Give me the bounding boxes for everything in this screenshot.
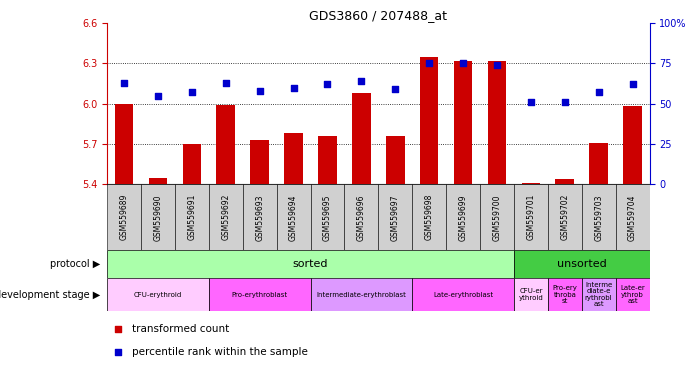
Text: GSM559694: GSM559694 [289, 194, 298, 241]
Point [457, 60, 468, 66]
Bar [216, 105, 235, 184]
Bar [514, 278, 548, 311]
Text: GSM559702: GSM559702 [560, 194, 569, 240]
Bar [446, 184, 480, 250]
Bar [454, 61, 473, 184]
Bar [514, 250, 650, 278]
Point [187, 89, 198, 96]
Text: GSM559696: GSM559696 [357, 194, 366, 241]
Text: Pro-ery
throba
st: Pro-ery throba st [552, 285, 577, 304]
Bar [616, 184, 650, 250]
Bar [310, 278, 413, 311]
Bar [149, 178, 167, 184]
Bar [276, 184, 310, 250]
Point [322, 81, 333, 88]
Text: GSM559698: GSM559698 [425, 194, 434, 240]
Bar [616, 278, 650, 311]
Bar [318, 136, 337, 184]
Point [390, 86, 401, 92]
Text: GSM559700: GSM559700 [493, 194, 502, 241]
Text: percentile rank within the sample: percentile rank within the sample [131, 347, 307, 358]
Text: GSM559699: GSM559699 [459, 194, 468, 241]
Text: Late-erythroblast: Late-erythroblast [433, 292, 493, 298]
Text: GSM559689: GSM559689 [120, 194, 129, 240]
Bar [107, 250, 514, 278]
Text: GSM559701: GSM559701 [527, 194, 536, 240]
Point [471, 223, 482, 230]
Text: Intermediate-erythroblast: Intermediate-erythroblast [316, 292, 406, 298]
Bar [420, 57, 439, 184]
Text: sorted: sorted [293, 259, 328, 269]
Bar [352, 93, 370, 184]
Point [593, 89, 604, 96]
Text: GSM559693: GSM559693 [255, 194, 264, 241]
Bar [548, 278, 582, 311]
Bar [175, 184, 209, 250]
Bar [379, 184, 413, 250]
Point [559, 99, 570, 105]
Text: Late-er
ythrob
ast: Late-er ythrob ast [621, 285, 645, 304]
Point [153, 93, 164, 99]
Bar [107, 184, 141, 250]
Bar [209, 184, 243, 250]
Text: CFU-er
ythroid: CFU-er ythroid [518, 288, 543, 301]
Text: GSM559703: GSM559703 [594, 194, 603, 241]
Point [254, 88, 265, 94]
Text: GSM559691: GSM559691 [187, 194, 196, 240]
Text: protocol ▶: protocol ▶ [50, 259, 100, 269]
Text: GSM559692: GSM559692 [221, 194, 230, 240]
Bar [250, 140, 269, 184]
Bar [522, 183, 540, 184]
Point [119, 79, 130, 86]
Text: CFU-erythroid: CFU-erythroid [134, 292, 182, 298]
Point [627, 81, 638, 88]
Bar [488, 61, 507, 184]
Bar [413, 184, 446, 250]
Bar [514, 184, 548, 250]
Bar [284, 133, 303, 184]
Text: Pro-erythroblast: Pro-erythroblast [231, 292, 287, 298]
Bar [589, 143, 608, 184]
Point [220, 79, 231, 86]
Bar [582, 184, 616, 250]
Point [471, 10, 482, 16]
Bar [623, 106, 642, 184]
Bar [107, 278, 209, 311]
Bar [243, 184, 276, 250]
Bar [480, 184, 514, 250]
Text: development stage ▶: development stage ▶ [0, 290, 100, 300]
Text: GSM559704: GSM559704 [628, 194, 637, 241]
Bar [413, 278, 514, 311]
Text: GSM559690: GSM559690 [153, 194, 162, 241]
Point [424, 60, 435, 66]
Text: Interme
diate-e
rythrobl
ast: Interme diate-e rythrobl ast [585, 282, 612, 308]
Point [356, 78, 367, 84]
Bar [115, 104, 133, 184]
Point [288, 84, 299, 91]
Bar [209, 278, 310, 311]
Text: GSM559695: GSM559695 [323, 194, 332, 241]
Text: unsorted: unsorted [557, 259, 607, 269]
Bar [556, 179, 574, 184]
Bar [548, 184, 582, 250]
Text: GSM559697: GSM559697 [391, 194, 400, 241]
Text: transformed count: transformed count [131, 324, 229, 334]
Bar [182, 144, 201, 184]
Bar [310, 184, 344, 250]
Point [525, 99, 536, 105]
Bar [344, 184, 379, 250]
Title: GDS3860 / 207488_at: GDS3860 / 207488_at [310, 9, 447, 22]
Bar [141, 184, 175, 250]
Bar [386, 136, 405, 184]
Point [491, 62, 502, 68]
Bar [582, 278, 616, 311]
